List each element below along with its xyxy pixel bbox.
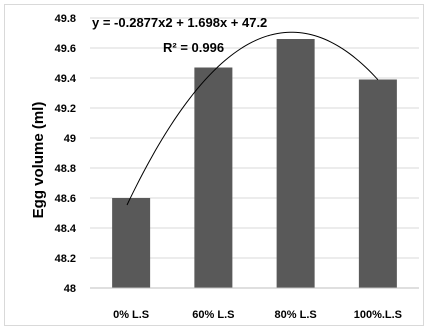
y-tick-label: 49.8 <box>55 13 76 25</box>
y-tick-label: 49.4 <box>55 73 77 85</box>
bars <box>112 39 397 288</box>
x-tick-labels: 0% L.S 60% L.S 80% L.S 100%.L.S <box>113 309 402 321</box>
x-tick-label: 80% L.S <box>275 309 317 321</box>
y-tick-label: 49.6 <box>55 43 76 55</box>
trendline <box>126 31 379 206</box>
x-tick-label: 0% L.S <box>113 309 149 321</box>
y-tick-labels: 48 48.2 48.4 48.6 48.8 49 49.2 49.4 49.6 49.8 <box>55 13 77 295</box>
y-axis-title: Egg volume (ml) <box>30 102 47 219</box>
y-tick-label: 48 <box>64 283 76 295</box>
bar <box>276 39 315 288</box>
bar <box>194 67 233 288</box>
bar <box>358 79 397 288</box>
y-tick-label: 48.2 <box>55 253 76 265</box>
y-tick-label: 48.8 <box>55 163 76 175</box>
trendline-equation: y = -0.2877x2 + 1.698x + 47.2 <box>92 15 267 30</box>
x-tick-label: 60% L.S <box>192 309 234 321</box>
y-tick-label: 49.2 <box>55 103 76 115</box>
y-tick-label: 49 <box>64 133 76 145</box>
r-squared-label: R² = 0.996 <box>163 40 224 55</box>
x-tick-label: 100%.L.S <box>354 309 402 321</box>
y-tick-label: 48.4 <box>55 223 77 235</box>
bar <box>112 198 151 288</box>
y-tick-label: 48.6 <box>55 193 76 205</box>
